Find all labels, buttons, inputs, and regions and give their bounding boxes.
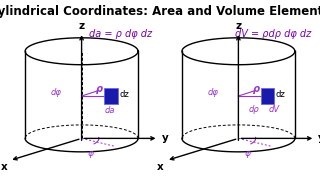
Text: x: x	[0, 162, 7, 172]
Text: dz: dz	[276, 90, 286, 99]
Text: z: z	[235, 21, 242, 31]
Text: dφ: dφ	[50, 88, 61, 97]
Text: Cylindrical Coordinates: Area and Volume Elements: Cylindrical Coordinates: Area and Volume…	[0, 5, 320, 18]
Bar	[104, 89, 118, 104]
Text: dρ: dρ	[249, 105, 260, 114]
Text: z: z	[78, 21, 85, 31]
Text: dz: dz	[119, 90, 129, 99]
Text: da: da	[105, 106, 116, 115]
Text: y: y	[162, 133, 168, 143]
Text: φ: φ	[88, 149, 94, 158]
Text: φ: φ	[245, 149, 251, 158]
Text: da = ρ dφ dz: da = ρ dφ dz	[89, 29, 152, 39]
Text: y: y	[318, 133, 320, 143]
Text: dV: dV	[268, 105, 280, 114]
Text: x: x	[157, 162, 164, 172]
Text: dφ: dφ	[207, 88, 218, 97]
Text: dV = ρdρ dφ dz: dV = ρdρ dφ dz	[235, 29, 311, 39]
Bar	[261, 89, 275, 104]
Text: ρ: ρ	[96, 84, 103, 94]
Text: ρ: ρ	[253, 84, 260, 94]
